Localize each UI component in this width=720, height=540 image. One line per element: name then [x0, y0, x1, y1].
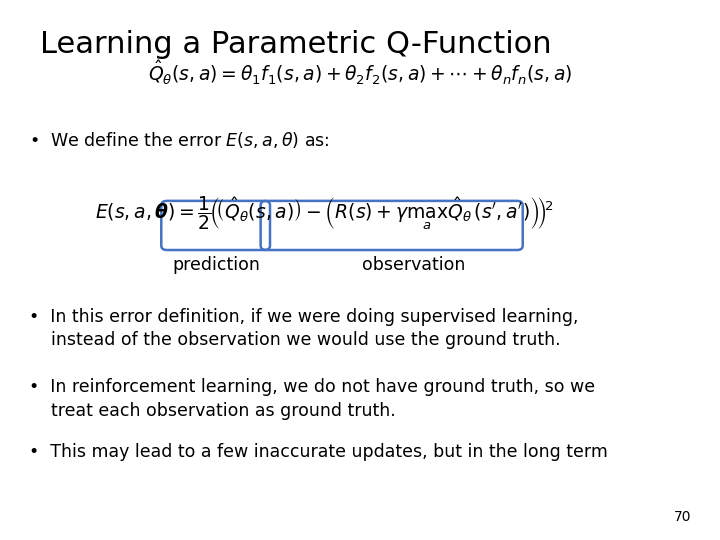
Text: •  In this error definition, if we were doing supervised learning,
    instead o: • In this error definition, if we were d… [29, 308, 578, 349]
Text: $\hat{Q}_{\theta}(s, a) = \theta_1 f_1(s, a) + \theta_2 f_2(s, a) + \cdots + \th: $\hat{Q}_{\theta}(s, a) = \theta_1 f_1(s… [148, 59, 572, 87]
Text: •  We define the error $E(s, a, \theta)$ as:: • We define the error $E(s, a, \theta)$ … [29, 130, 329, 151]
Text: •  In reinforcement learning, we do not have ground truth, so we
    treat each : • In reinforcement learning, we do not h… [29, 378, 595, 420]
Text: prediction: prediction [172, 256, 260, 274]
Text: $E(s, a, \boldsymbol{\theta}) = \dfrac{1}{2}\!\left(\!\left(\hat{Q}_{\theta}(s,a: $E(s, a, \boldsymbol{\theta}) = \dfrac{1… [94, 194, 554, 232]
Text: 70: 70 [674, 510, 691, 524]
Text: Learning a Parametric Q-Function: Learning a Parametric Q-Function [40, 30, 552, 59]
Text: observation: observation [362, 256, 466, 274]
Text: •  This may lead to a few inaccurate updates, but in the long term: • This may lead to a few inaccurate upda… [29, 443, 608, 461]
